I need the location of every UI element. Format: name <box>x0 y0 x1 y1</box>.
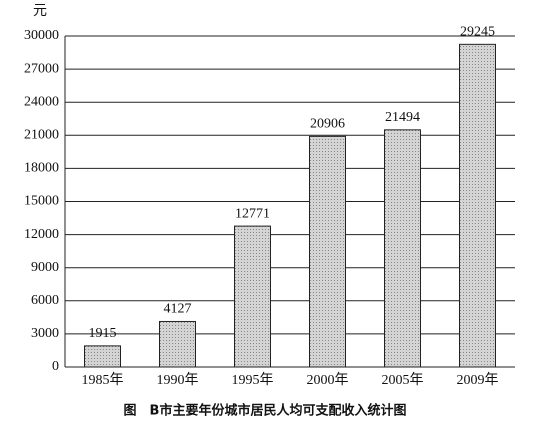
bar <box>384 129 421 368</box>
x-tick-label: 2005年 <box>382 372 424 388</box>
bar <box>309 135 346 368</box>
x-tick-label: 1985年 <box>82 372 124 388</box>
bar <box>159 320 196 368</box>
y-tick-label: 12000 <box>24 227 59 242</box>
y-tick-label: 21000 <box>24 128 59 143</box>
x-tick-label: 2009年 <box>457 372 499 388</box>
value-label: 20906 <box>310 117 345 132</box>
bar <box>234 225 271 368</box>
x-tick-label: 1990年 <box>157 372 199 388</box>
y-tick-label: 3000 <box>31 326 59 341</box>
x-tick-label: 2000年 <box>307 372 349 388</box>
value-label: 4127 <box>164 302 192 317</box>
y-tick-label: 9000 <box>31 260 59 275</box>
value-label: 12771 <box>235 206 270 221</box>
y-tick-label: 0 <box>52 359 59 374</box>
y-tick-label: 15000 <box>24 194 59 209</box>
value-label: 29245 <box>460 25 495 40</box>
y-tick-label: 30000 <box>24 28 59 43</box>
bar <box>459 43 496 368</box>
y-tick-label: 6000 <box>31 293 59 308</box>
y-axis-label: 元 <box>33 4 47 19</box>
value-label: 1915 <box>89 326 117 341</box>
value-label: 21494 <box>385 110 420 125</box>
bar <box>84 345 121 368</box>
y-tick-label: 24000 <box>24 94 59 109</box>
chart-title: 图 B市主要年份城市居民人均可支配收入统计图 <box>124 403 407 419</box>
y-tick-label: 18000 <box>24 161 59 176</box>
y-tick-label: 27000 <box>24 61 59 76</box>
x-tick-label: 1995年 <box>232 372 274 388</box>
